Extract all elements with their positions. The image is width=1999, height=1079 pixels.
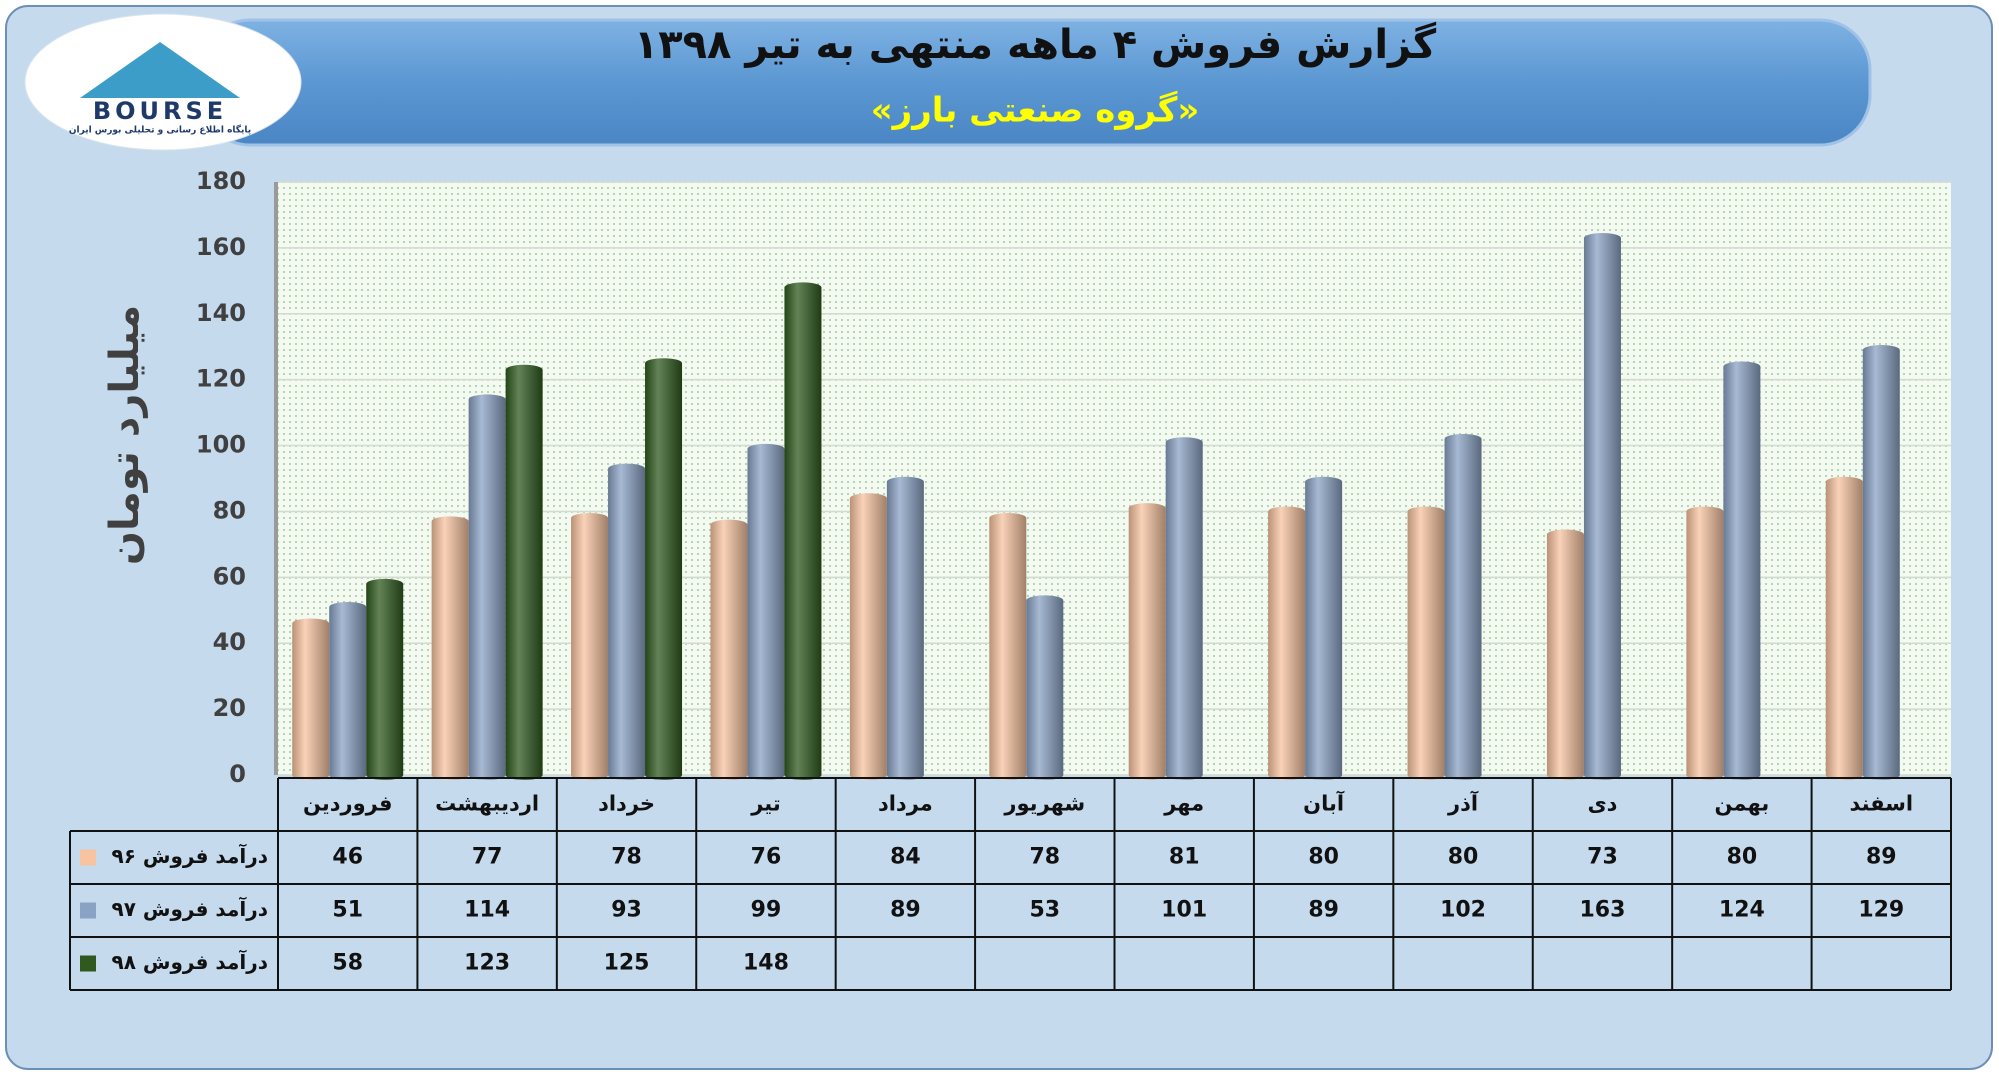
table-value: 101 <box>1161 898 1207 923</box>
table-value: 78 <box>611 845 642 870</box>
table-value: 114 <box>464 898 510 923</box>
legend-swatch <box>80 902 96 919</box>
y-tick-label: 60 <box>213 562 246 590</box>
bar <box>784 282 822 780</box>
x-tick-label: فروردین <box>303 792 393 816</box>
legend-label: درآمد فروش ۹۶ <box>112 843 268 868</box>
legend-swatch <box>80 955 96 972</box>
bar <box>1026 595 1064 780</box>
y-tick-label: 80 <box>213 496 246 524</box>
bar <box>645 358 683 780</box>
x-tick-label: تیر <box>750 792 781 816</box>
legend-label: درآمد فروش ۹۸ <box>112 949 268 974</box>
bar <box>1723 361 1761 780</box>
table-value: 46 <box>332 845 363 870</box>
bar <box>1407 506 1445 780</box>
table-value: 80 <box>1727 845 1758 870</box>
bar <box>1546 529 1584 780</box>
table-value: 51 <box>332 898 363 923</box>
table-value: 58 <box>332 951 363 976</box>
table-value: 129 <box>1858 898 1904 923</box>
bar <box>1268 506 1306 780</box>
bar <box>1305 476 1343 780</box>
table-value: 84 <box>890 845 921 870</box>
bar <box>710 519 748 780</box>
table-value: 163 <box>1579 898 1625 923</box>
x-tick-label: دی <box>1587 792 1617 816</box>
chart-subtitle: «گروه صنعتی بارز» <box>871 91 1200 131</box>
bar <box>1862 345 1900 780</box>
x-tick-label: بهمن <box>1715 792 1770 816</box>
x-tick-label: شهریور <box>1003 792 1085 816</box>
y-tick-label: 180 <box>196 167 246 195</box>
chart-title: گزارش فروش ۴ ماهه منتهی به تیر ۱۳۹۸ <box>634 21 1437 68</box>
x-tick-label: اردیبهشت <box>435 792 539 816</box>
x-tick-label: اسفند <box>1849 792 1913 816</box>
bar <box>1128 503 1166 780</box>
bar <box>571 513 609 780</box>
bar <box>849 493 887 780</box>
bar <box>608 463 646 780</box>
x-tick-label: آبان <box>1303 791 1345 816</box>
bar <box>1165 437 1203 780</box>
table-value: 89 <box>1308 898 1339 923</box>
table-value: 81 <box>1169 845 1200 870</box>
x-tick-label: خرداد <box>598 792 655 816</box>
bar <box>505 364 543 780</box>
logo-icon <box>80 42 240 98</box>
table-value: 77 <box>472 845 503 870</box>
table-value: 99 <box>751 898 782 923</box>
bar <box>431 516 469 780</box>
bar <box>329 601 367 780</box>
legend-label: درآمد فروش ۹۷ <box>112 896 268 921</box>
plot-area <box>278 182 1951 775</box>
table-value: 76 <box>751 845 782 870</box>
bar <box>468 394 506 780</box>
y-tick-label: 100 <box>196 431 246 459</box>
bar <box>989 513 1027 780</box>
y-tick-label: 140 <box>196 299 246 327</box>
table-value: 89 <box>890 898 921 923</box>
logo-name: BOURSE <box>93 97 227 125</box>
bar <box>886 476 924 780</box>
x-tick-label: مهر <box>1163 792 1204 816</box>
table-value: 78 <box>1029 845 1060 870</box>
table-value: 102 <box>1440 898 1486 923</box>
bar <box>1686 506 1724 780</box>
logo-tagline: پایگاه اطلاع رسانی و تحلیلی بورس ایران <box>69 124 251 136</box>
bar <box>747 443 785 780</box>
y-axis-label: میلیارد تومان <box>102 305 148 565</box>
table-value: 73 <box>1587 845 1618 870</box>
y-tick-label: 20 <box>213 694 246 722</box>
y-tick-label: 160 <box>196 233 246 261</box>
legend-swatch <box>80 849 96 866</box>
y-tick-label: 120 <box>196 365 246 393</box>
x-tick-label: آذر <box>1447 791 1479 816</box>
y-tick-label: 0 <box>229 760 246 788</box>
bar <box>1825 476 1863 780</box>
x-tick-label: مرداد <box>878 792 933 816</box>
table-value: 80 <box>1448 845 1479 870</box>
bar <box>1444 433 1482 780</box>
table-value: 125 <box>604 951 650 976</box>
bar <box>1583 233 1621 780</box>
bar <box>366 578 404 780</box>
table-value: 148 <box>743 951 789 976</box>
table-value: 124 <box>1719 898 1765 923</box>
table-value: 93 <box>611 898 642 923</box>
bar <box>292 618 330 780</box>
y-tick-label: 40 <box>213 628 246 656</box>
table-value: 53 <box>1029 898 1060 923</box>
table-value: 80 <box>1308 845 1339 870</box>
table-value: 89 <box>1866 845 1897 870</box>
table-value: 123 <box>464 951 510 976</box>
